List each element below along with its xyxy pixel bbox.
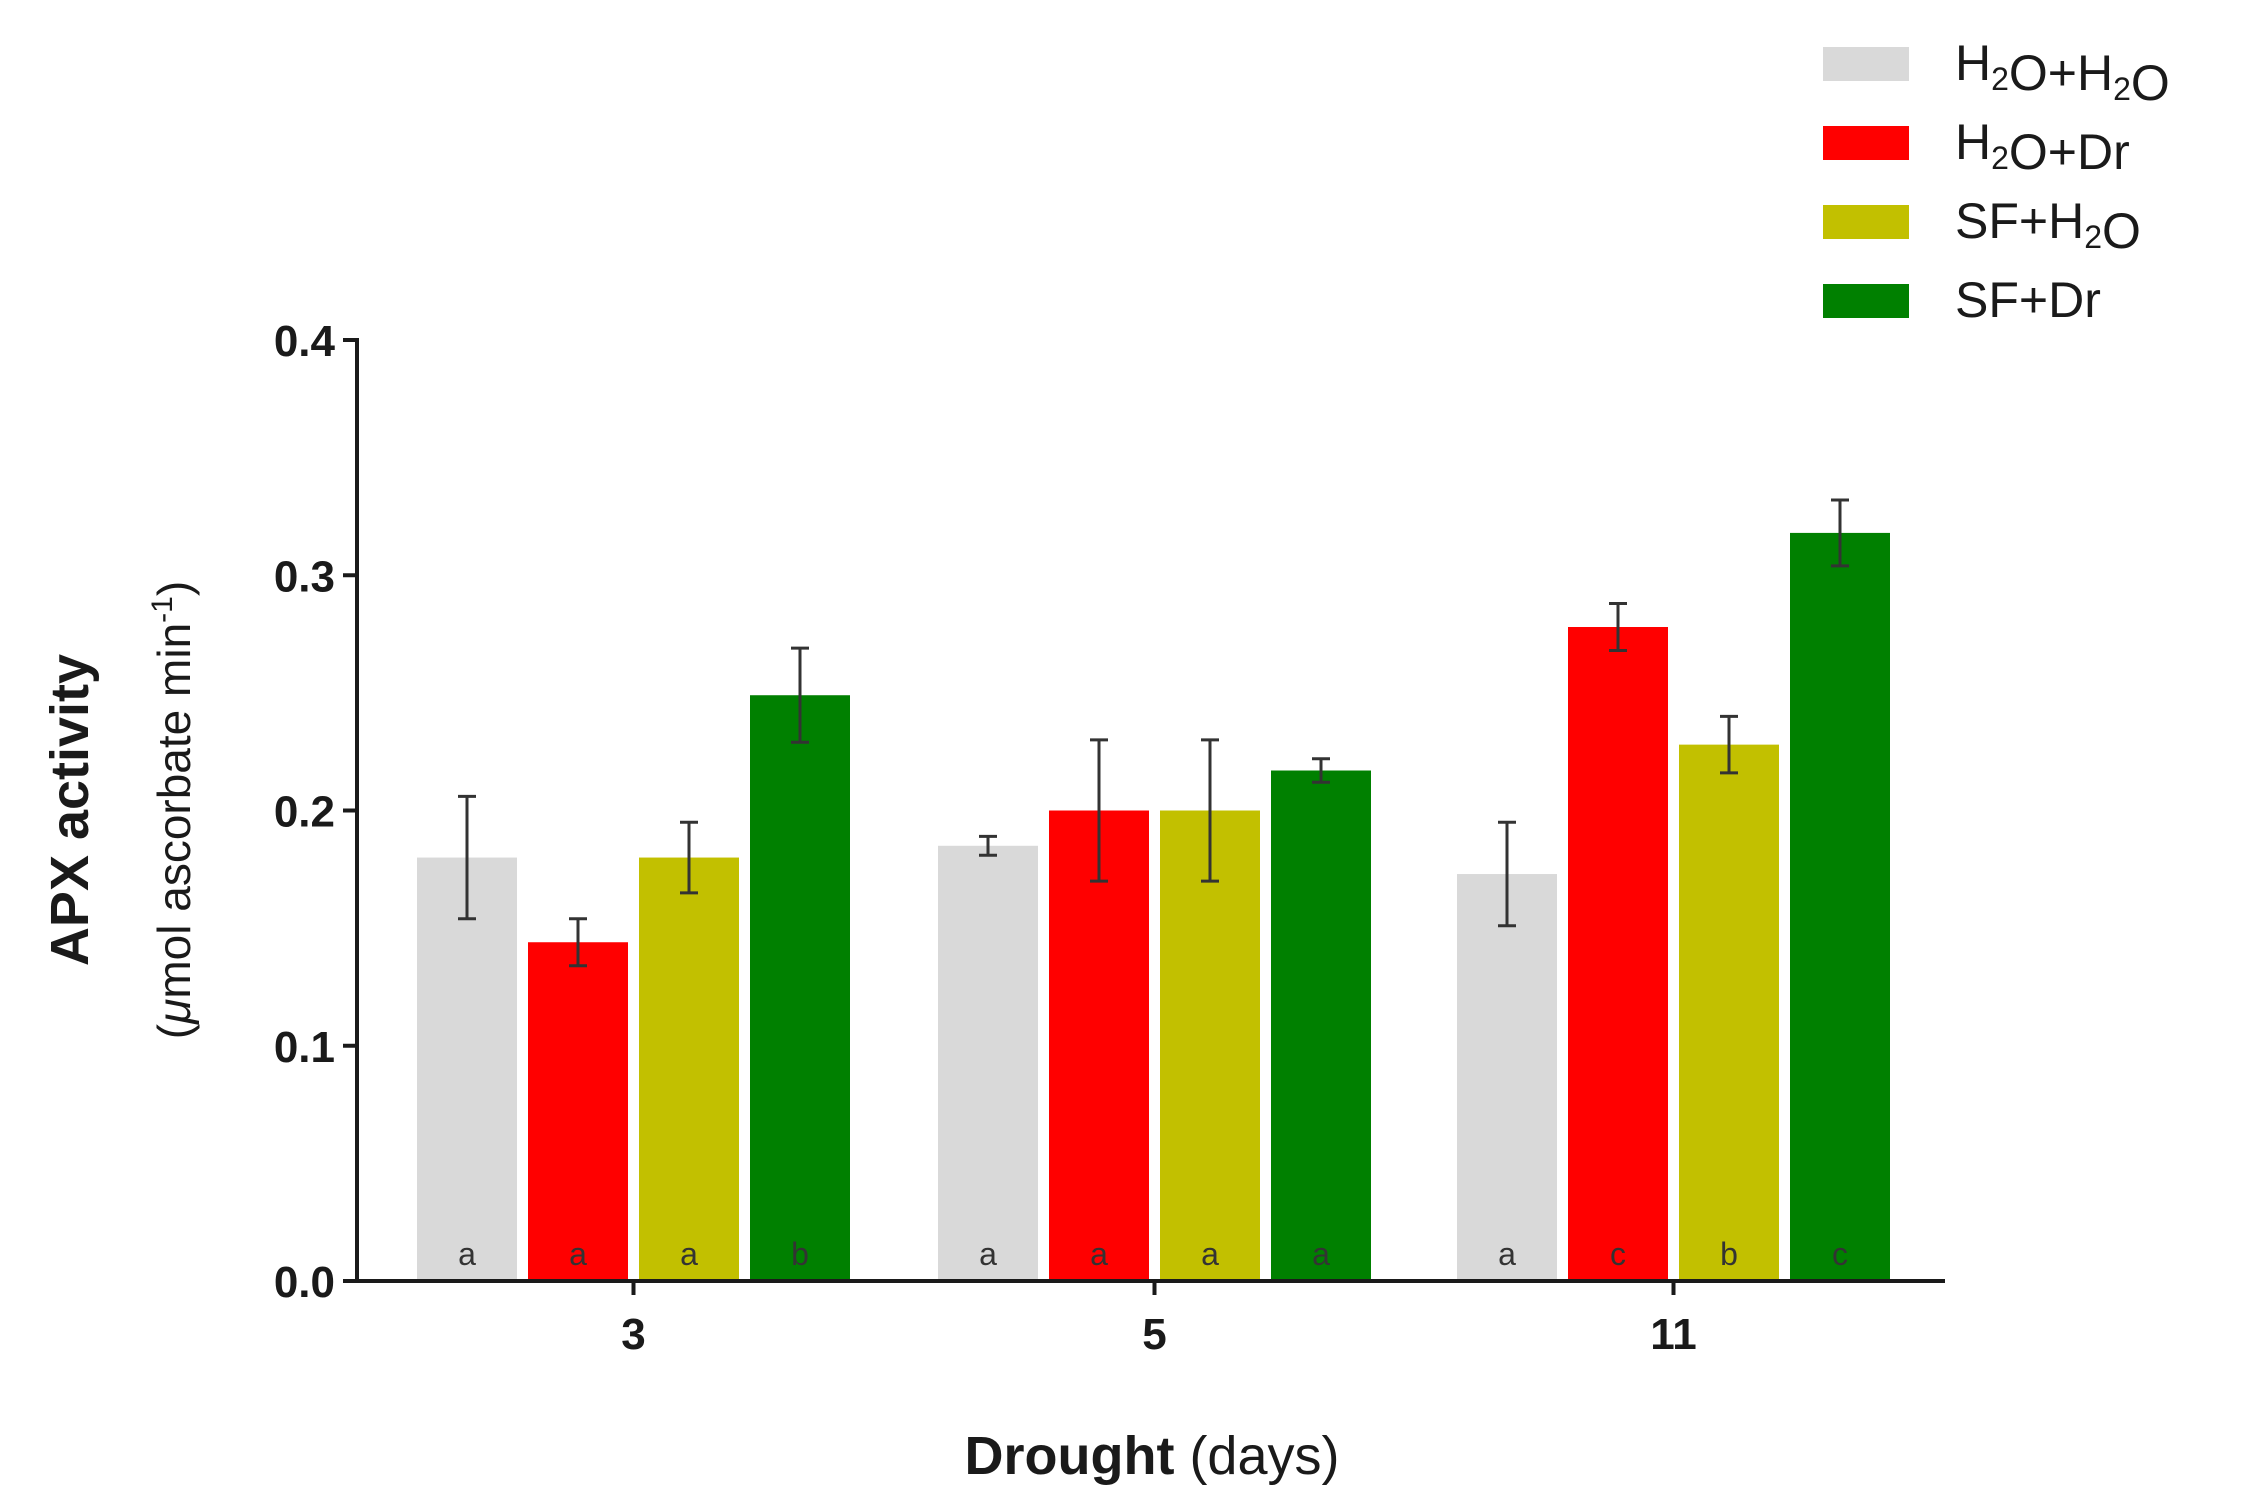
- error-bar-0-1: [979, 834, 997, 857]
- bar-2-2: [1679, 744, 1779, 1281]
- sig-letter-0-0: a: [458, 1236, 476, 1272]
- error-bar-1-0: [569, 917, 587, 968]
- bar-2-1: [1160, 810, 1260, 1281]
- labels-layer: Drought (days) APX activity (μmol ascorbat…: [40, 581, 1339, 1486]
- x-tick-label-0: 3: [621, 1310, 645, 1359]
- bars-layer: a a aa a ca a bb a c: [417, 498, 1890, 1281]
- legend-swatch-1: [1823, 126, 1909, 160]
- error-bar-2-2: [1720, 714, 1738, 775]
- y-tick-label-3: 0.3: [274, 552, 335, 601]
- legend-swatch-2: [1823, 205, 1909, 239]
- sig-letter-2-1: a: [1201, 1236, 1219, 1272]
- legend-swatch-3: [1823, 284, 1909, 318]
- sig-letter-0-1: a: [979, 1236, 997, 1272]
- legend-item-1: H2O+Dr: [1823, 114, 2130, 180]
- bar-0-1: [938, 845, 1038, 1281]
- bar-2-0: [639, 857, 739, 1281]
- bar-1-2: [1568, 627, 1668, 1281]
- legend-item-3: SF+Dr: [1823, 272, 2101, 328]
- legend-label-3: SF+Dr: [1955, 272, 2101, 328]
- error-bar-1-2: [1609, 601, 1627, 653]
- y-tick-label-2: 0.2: [274, 788, 335, 837]
- bar-1-1: [1049, 810, 1149, 1281]
- error-bar-0-0: [458, 794, 476, 921]
- error-bar-2-0: [680, 820, 698, 895]
- error-bar-0-2: [1498, 820, 1516, 928]
- error-bar-3-0: [791, 646, 809, 744]
- y-tick-label-0: 0.0: [274, 1258, 335, 1307]
- error-bar-1-1: [1090, 738, 1108, 883]
- y-tick-label-1: 0.1: [274, 1023, 335, 1072]
- axes-layer: 0.0 0.1 0.2 0.3 0.4 3 5 11: [274, 317, 1945, 1359]
- legend-swatch-0: [1823, 47, 1909, 81]
- sig-letter-3-2: c: [1832, 1236, 1848, 1272]
- legend-label-0: H2O+H2O: [1955, 35, 2170, 111]
- error-bar-3-2: [1831, 498, 1849, 568]
- sig-letter-2-0: a: [680, 1236, 698, 1272]
- sig-letter-1-0: a: [569, 1236, 587, 1272]
- sig-letter-0-2: a: [1498, 1236, 1516, 1272]
- y-axis-unit: (μmol ascorbate min-1): [146, 581, 200, 1039]
- bar-3-2: [1790, 532, 1890, 1281]
- legend-label-1: H2O+Dr: [1955, 114, 2130, 180]
- x-tick-label-1: 5: [1142, 1310, 1166, 1359]
- bar-3-0: [750, 695, 850, 1281]
- sig-letter-2-2: b: [1720, 1236, 1738, 1272]
- x-tick-label-2: 11: [1650, 1310, 1697, 1359]
- bar-0-0: [417, 857, 517, 1281]
- sig-letter-1-2: c: [1610, 1236, 1626, 1272]
- y-axis-title: APX activity: [40, 654, 100, 966]
- legend-item-2: SF+H2O: [1823, 193, 2141, 259]
- error-bar-2-1: [1201, 738, 1219, 883]
- sig-letter-3-1: a: [1312, 1236, 1330, 1272]
- legend-label-2: SF+H2O: [1955, 193, 2141, 259]
- bar-0-2: [1457, 874, 1557, 1281]
- sig-letter-1-1: a: [1090, 1236, 1108, 1272]
- x-axis-title: Drought (days): [965, 1426, 1340, 1486]
- y-tick-label-4: 0.4: [274, 317, 336, 366]
- legend-item-0: H2O+H2O: [1823, 35, 2170, 111]
- bar-1-0: [528, 942, 628, 1281]
- bar-3-1: [1271, 770, 1371, 1281]
- sig-letter-3-0: b: [791, 1236, 809, 1272]
- error-bar-3-1: [1312, 757, 1330, 784]
